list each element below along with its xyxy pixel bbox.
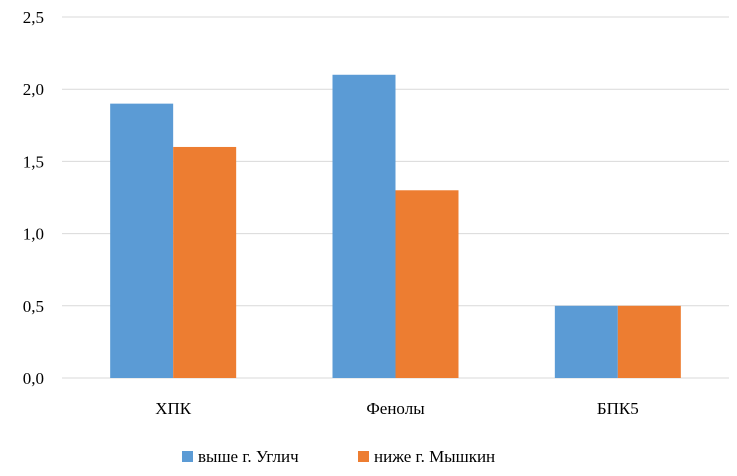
legend-label: выше г. Углич [198, 447, 299, 466]
x-category-label: ХПК [155, 399, 192, 418]
legend-swatch [182, 451, 193, 462]
y-tick-label: 0,5 [23, 297, 44, 316]
x-category-label: БПК5 [597, 399, 639, 418]
y-tick-label: 2,5 [23, 8, 44, 27]
legend: выше г. Углич ниже г. Мышкин [182, 447, 495, 466]
y-tick-label: 1,5 [23, 152, 44, 171]
x-axis-category-labels: ХПК Фенолы БПК5 [155, 399, 639, 418]
y-tick-label: 1,0 [23, 225, 44, 244]
bar-series2 [173, 146, 237, 378]
x-category-label: Фенолы [366, 399, 425, 418]
bar-series2 [617, 305, 681, 378]
bar-series1 [332, 74, 396, 378]
y-tick-label: 0,0 [23, 369, 44, 388]
bars [110, 74, 681, 378]
legend-swatch [358, 451, 369, 462]
bar-series2 [395, 190, 459, 378]
bar-series1 [110, 103, 174, 378]
bar-series1 [554, 305, 618, 378]
y-axis-tick-labels: 0,0 0,5 1,0 1,5 2,0 2,5 [23, 8, 44, 388]
y-tick-label: 2,0 [23, 80, 44, 99]
legend-label: ниже г. Мышкин [374, 447, 495, 466]
